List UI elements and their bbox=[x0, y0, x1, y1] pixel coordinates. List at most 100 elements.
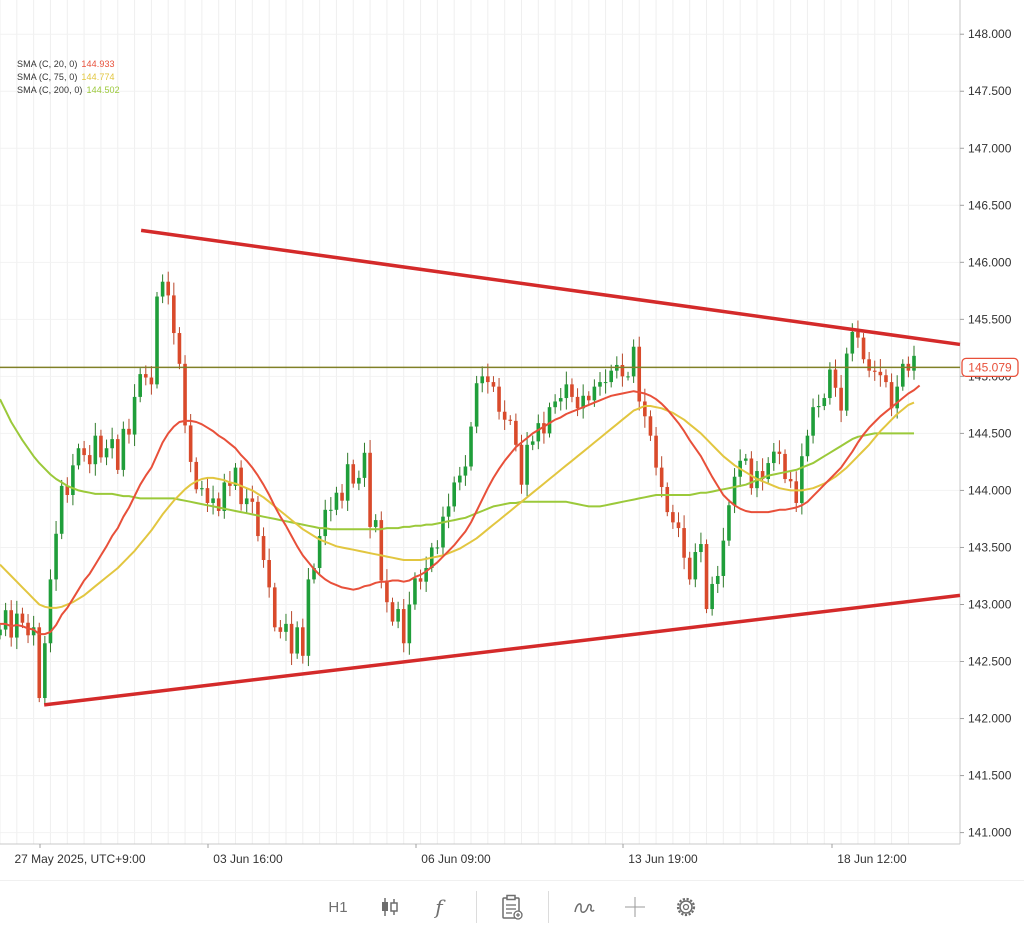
candle-body bbox=[351, 464, 356, 484]
bottom-toolbar: H1 f bbox=[0, 880, 1024, 933]
chart-svg: 141.000 141.500 142.000 142.500 143.000 143.5… bbox=[0, 0, 1019, 866]
crosshair-button[interactable] bbox=[617, 891, 653, 923]
pen-curve-icon bbox=[574, 903, 595, 913]
y-tick-label: 145.500 bbox=[968, 312, 1012, 326]
candle-body bbox=[396, 609, 400, 622]
current-price-tag[interactable] bbox=[961, 357, 1019, 378]
candle-body bbox=[469, 426, 473, 467]
candle-body bbox=[132, 396, 137, 435]
x-tick-label: 27 May 2025, UTC+9:00 bbox=[14, 852, 145, 866]
candle-body bbox=[65, 485, 70, 495]
candle-body bbox=[267, 560, 271, 588]
y-tick-label: 146.000 bbox=[968, 255, 1012, 269]
candle-body bbox=[323, 509, 328, 537]
candle-body bbox=[177, 333, 182, 364]
candlestick-icon bbox=[382, 898, 398, 916]
candle-body bbox=[480, 376, 485, 384]
candle-body bbox=[418, 578, 423, 582]
candle-body bbox=[603, 382, 608, 384]
timeframe-button[interactable]: H1 bbox=[320, 891, 356, 923]
candle-body bbox=[530, 441, 535, 445]
indicators-button[interactable]: f bbox=[421, 891, 457, 923]
candle-body bbox=[149, 377, 154, 385]
candle-body bbox=[643, 401, 647, 417]
candle-body bbox=[216, 498, 221, 511]
candle-body bbox=[558, 398, 563, 402]
candle-body bbox=[458, 475, 462, 483]
candle-body bbox=[357, 477, 361, 484]
candle-body bbox=[385, 580, 389, 603]
candle-body bbox=[104, 448, 109, 458]
candle-body bbox=[188, 425, 193, 462]
candle-body bbox=[861, 337, 866, 360]
candle-body bbox=[497, 386, 501, 412]
toolbar-divider bbox=[548, 891, 549, 923]
candle-body bbox=[693, 552, 698, 580]
candle-body bbox=[155, 296, 159, 385]
candle-body bbox=[424, 567, 428, 582]
candle-body bbox=[637, 346, 642, 402]
function-icon: f bbox=[435, 895, 443, 919]
candle-body bbox=[306, 579, 311, 656]
candle-body bbox=[334, 492, 339, 510]
candle-body bbox=[362, 452, 367, 478]
price-chart[interactable]: 141.000 141.500 142.000 142.500 143.000 143.5… bbox=[0, 0, 1024, 880]
candle-body bbox=[609, 370, 614, 383]
candle-body bbox=[586, 395, 591, 401]
candle-body bbox=[3, 610, 8, 630]
candle-body bbox=[295, 627, 299, 654]
x-tick-label: 03 Jun 16:00 bbox=[213, 852, 283, 866]
candle-body bbox=[211, 498, 215, 503]
candle-body bbox=[760, 471, 765, 480]
y-tick-label: 143.000 bbox=[968, 597, 1012, 611]
candle-body bbox=[138, 374, 142, 397]
templates-button[interactable] bbox=[494, 891, 530, 923]
candle-body bbox=[390, 602, 395, 622]
candle-body bbox=[844, 353, 849, 411]
candle-body bbox=[261, 536, 266, 561]
candle-body bbox=[228, 482, 232, 486]
candle-body bbox=[222, 482, 227, 511]
candle-body bbox=[37, 627, 42, 699]
candle-body bbox=[665, 487, 670, 513]
candle-body bbox=[816, 406, 821, 408]
candle-body bbox=[200, 488, 204, 490]
candle-body bbox=[413, 578, 417, 605]
candle-body bbox=[811, 407, 815, 436]
candle-body bbox=[272, 587, 277, 628]
candle-body bbox=[794, 481, 799, 503]
legend-sma-200-value: 144.502 bbox=[86, 85, 120, 95]
candle-body bbox=[59, 485, 64, 534]
candle-body bbox=[648, 416, 653, 436]
candle-body bbox=[76, 448, 81, 466]
candle-body bbox=[575, 396, 580, 409]
candle-body bbox=[43, 643, 47, 699]
candle-body bbox=[620, 364, 625, 377]
candle-body bbox=[160, 281, 165, 297]
candle-body bbox=[581, 395, 585, 409]
y-tick-label: 142.500 bbox=[968, 655, 1012, 669]
candle-body bbox=[867, 359, 871, 371]
x-tick-label: 18 Jun 12:00 bbox=[837, 852, 907, 866]
candle-body bbox=[256, 501, 260, 537]
candle-body bbox=[872, 370, 877, 372]
drawing-tools-button[interactable] bbox=[566, 891, 602, 923]
candle-body bbox=[99, 435, 103, 458]
candle-body bbox=[687, 557, 692, 580]
candle-body bbox=[570, 384, 574, 397]
sma-200-line bbox=[0, 398, 914, 531]
settings-button[interactable] bbox=[668, 891, 704, 923]
candle-body bbox=[87, 455, 92, 465]
chart-type-button[interactable] bbox=[372, 891, 408, 923]
candle-body bbox=[508, 419, 513, 421]
candle-body bbox=[110, 439, 114, 449]
candle-body bbox=[743, 458, 748, 461]
candle-body bbox=[446, 506, 451, 517]
candle-body bbox=[912, 355, 916, 371]
candle-body bbox=[300, 627, 305, 656]
legend-sma-20-name: SMA (C, 20, 0) bbox=[17, 59, 78, 69]
candle-body bbox=[727, 505, 731, 541]
candle-body bbox=[682, 528, 686, 558]
candle-body bbox=[31, 627, 36, 636]
candle-body bbox=[278, 627, 283, 632]
